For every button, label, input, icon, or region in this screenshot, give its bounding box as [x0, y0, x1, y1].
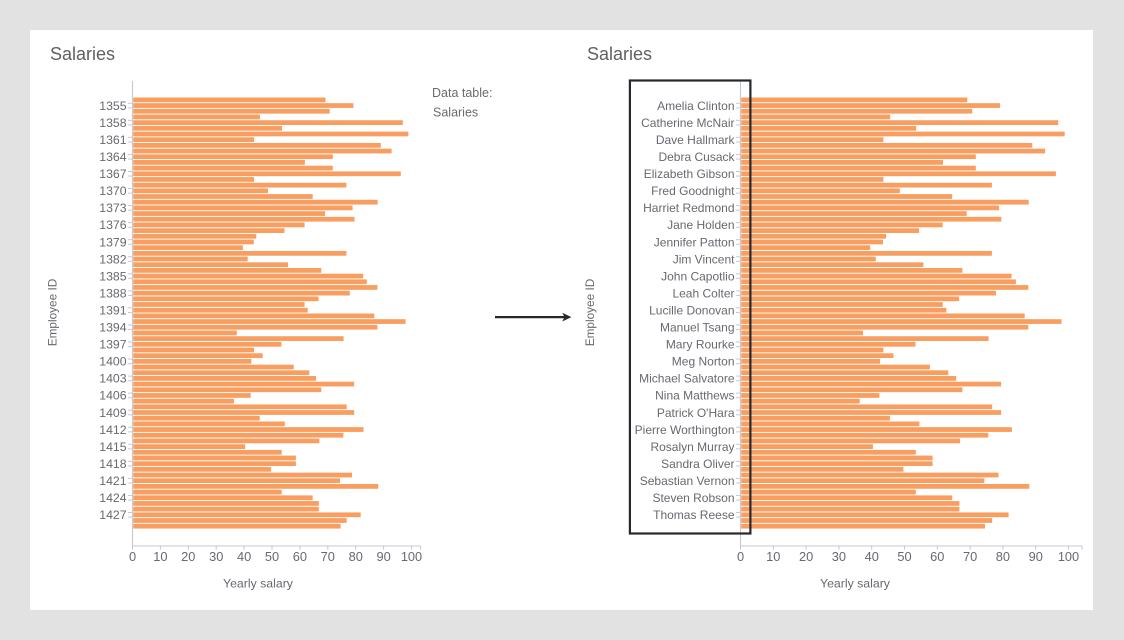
svg-text:Michael Salvatore: Michael Salvatore	[639, 372, 735, 386]
svg-text:Sebastian Vernon: Sebastian Vernon	[640, 474, 735, 488]
svg-text:70: 70	[321, 549, 335, 564]
svg-text:1382: 1382	[99, 252, 127, 266]
svg-text:Yearly salary: Yearly salary	[820, 577, 891, 591]
svg-text:Mary Rourke: Mary Rourke	[666, 338, 735, 352]
svg-text:10: 10	[766, 549, 780, 564]
svg-text:60: 60	[930, 549, 944, 564]
svg-text:1427: 1427	[99, 508, 127, 522]
svg-text:0: 0	[737, 549, 744, 564]
svg-text:Fred Goodnight: Fred Goodnight	[651, 184, 735, 198]
svg-text:1391: 1391	[99, 303, 127, 317]
svg-text:1370: 1370	[99, 184, 127, 198]
svg-text:Employee ID: Employee ID	[583, 279, 597, 347]
svg-text:Jane Holden: Jane Holden	[667, 218, 734, 232]
svg-text:50: 50	[897, 549, 911, 564]
svg-text:60: 60	[293, 549, 307, 564]
svg-text:Meg Norton: Meg Norton	[672, 355, 735, 369]
svg-text:John Capotlio: John Capotlio	[661, 269, 735, 283]
svg-text:Harriet Redmond: Harriet Redmond	[643, 201, 734, 215]
svg-text:1358: 1358	[99, 116, 127, 130]
svg-text:90: 90	[376, 549, 390, 564]
svg-text:Catherine McNair: Catherine McNair	[641, 116, 734, 130]
svg-text:1400: 1400	[99, 355, 127, 369]
svg-text:1388: 1388	[99, 286, 127, 300]
svg-text:Steven Robson: Steven Robson	[652, 491, 734, 505]
svg-text:Sandra Oliver: Sandra Oliver	[661, 457, 734, 471]
svg-text:1406: 1406	[99, 389, 127, 403]
svg-text:Employee ID: Employee ID	[46, 279, 60, 347]
svg-text:40: 40	[865, 549, 879, 564]
svg-text:1418: 1418	[99, 457, 127, 471]
svg-text:Salaries: Salaries	[587, 44, 652, 64]
svg-text:1403: 1403	[99, 372, 127, 386]
svg-text:1415: 1415	[99, 440, 127, 454]
svg-text:Amelia Clinton: Amelia Clinton	[657, 99, 734, 113]
svg-text:1355: 1355	[99, 99, 127, 113]
svg-text:80: 80	[349, 549, 363, 564]
svg-text:1373: 1373	[99, 201, 127, 215]
svg-text:Jennifer Patton: Jennifer Patton	[654, 235, 735, 249]
svg-text:1412: 1412	[99, 423, 127, 437]
svg-text:20: 20	[799, 549, 813, 564]
svg-text:Thomas Reese: Thomas Reese	[653, 508, 735, 522]
svg-text:Patrick O'Hara: Patrick O'Hara	[657, 406, 735, 420]
svg-text:1385: 1385	[99, 269, 127, 283]
svg-text:Salaries: Salaries	[433, 106, 478, 120]
svg-text:40: 40	[237, 549, 251, 564]
svg-text:90: 90	[1029, 549, 1043, 564]
svg-text:1364: 1364	[99, 150, 127, 164]
svg-text:30: 30	[832, 549, 846, 564]
svg-text:Dave Hallmark: Dave Hallmark	[656, 133, 736, 147]
svg-text:Leah Colter: Leah Colter	[672, 286, 734, 300]
svg-text:Pierre Worthington: Pierre Worthington	[635, 423, 735, 437]
svg-text:70: 70	[963, 549, 977, 564]
svg-text:100: 100	[401, 549, 422, 564]
svg-text:1379: 1379	[99, 235, 127, 249]
svg-text:20: 20	[181, 549, 195, 564]
svg-text:80: 80	[996, 549, 1010, 564]
svg-text:100: 100	[1058, 549, 1079, 564]
svg-text:Debra Cusack: Debra Cusack	[658, 150, 735, 164]
svg-text:Rosalyn Murray: Rosalyn Murray	[650, 440, 734, 454]
svg-text:Jim Vincent: Jim Vincent	[673, 252, 735, 266]
svg-text:Salaries: Salaries	[50, 44, 115, 64]
svg-text:Elizabeth Gibson: Elizabeth Gibson	[644, 167, 735, 181]
svg-text:Lucille Donovan: Lucille Donovan	[649, 303, 734, 317]
svg-text:0: 0	[129, 549, 136, 564]
svg-text:1397: 1397	[99, 338, 127, 352]
svg-text:Manuel Tsang: Manuel Tsang	[660, 321, 735, 335]
svg-text:30: 30	[209, 549, 223, 564]
svg-text:1394: 1394	[99, 321, 127, 335]
svg-text:50: 50	[265, 549, 279, 564]
svg-text:Data table:: Data table:	[432, 86, 492, 100]
svg-text:Nina Matthews: Nina Matthews	[655, 389, 734, 403]
svg-text:1424: 1424	[99, 491, 127, 505]
svg-text:Yearly salary: Yearly salary	[223, 577, 294, 591]
svg-text:1361: 1361	[99, 133, 127, 147]
svg-text:1409: 1409	[99, 406, 127, 420]
svg-text:1367: 1367	[99, 167, 127, 181]
svg-text:10: 10	[153, 549, 167, 564]
svg-text:1376: 1376	[99, 218, 127, 232]
svg-text:1421: 1421	[99, 474, 127, 488]
